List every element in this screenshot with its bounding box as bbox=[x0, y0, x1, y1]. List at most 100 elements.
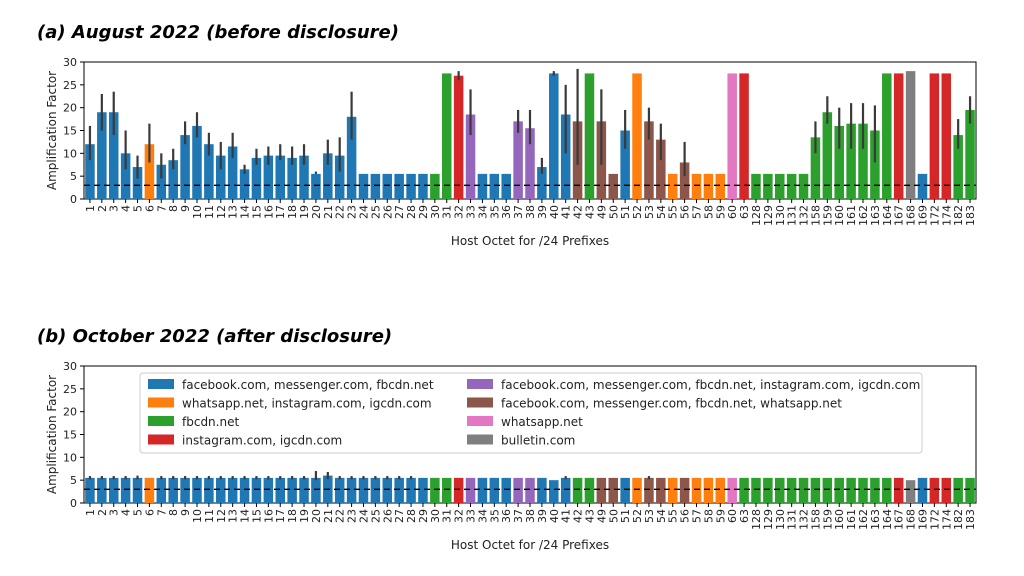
x-tick-label: 40 bbox=[548, 509, 561, 523]
x-tick-label: 34 bbox=[476, 205, 489, 219]
x-tick-label: 4 bbox=[120, 205, 133, 212]
legend-swatch bbox=[467, 434, 493, 445]
bar bbox=[608, 173, 619, 199]
x-tick-label: 56 bbox=[679, 205, 692, 219]
legend-label: facebook.com, messenger.com, fbcdn.net bbox=[182, 378, 434, 392]
bar bbox=[941, 73, 952, 199]
panel-a-title: (a) August 2022 (before disclosure) bbox=[37, 22, 399, 43]
bar bbox=[251, 477, 262, 503]
bar bbox=[810, 137, 821, 199]
bar bbox=[430, 173, 440, 199]
x-tick-label: 6 bbox=[143, 205, 156, 212]
bar bbox=[513, 477, 523, 503]
x-tick-label: 174 bbox=[940, 509, 953, 530]
x-tick-label: 36 bbox=[500, 205, 513, 219]
bar bbox=[834, 125, 844, 199]
x-tick-label: 40 bbox=[548, 205, 561, 219]
bar bbox=[870, 130, 880, 199]
x-tick-label: 21 bbox=[322, 205, 335, 219]
bar bbox=[703, 477, 714, 503]
x-tick-label: 51 bbox=[619, 509, 632, 523]
bar bbox=[739, 477, 749, 503]
x-tick-label: 39 bbox=[536, 205, 549, 219]
y-tick-label: 20 bbox=[63, 102, 77, 115]
bar bbox=[810, 477, 821, 503]
x-tick-label: 167 bbox=[893, 205, 906, 226]
bar bbox=[632, 477, 642, 503]
bar bbox=[192, 125, 202, 199]
x-tick-label: 58 bbox=[702, 509, 715, 523]
bar bbox=[239, 477, 250, 503]
bar bbox=[763, 173, 773, 199]
bar bbox=[822, 112, 833, 199]
bar bbox=[917, 173, 928, 199]
bar bbox=[334, 155, 345, 199]
bar bbox=[715, 477, 726, 503]
x-tick-label: 164 bbox=[881, 205, 894, 226]
x-tick-label: 32 bbox=[453, 509, 466, 523]
x-tick-label: 128 bbox=[750, 205, 763, 226]
x-tick-label: 22 bbox=[334, 205, 347, 219]
bar bbox=[418, 173, 428, 199]
bar bbox=[132, 477, 143, 503]
x-tick-label: 18 bbox=[286, 205, 299, 219]
legend-label: whatsapp.net bbox=[501, 415, 583, 429]
y-tick-label: 5 bbox=[70, 170, 77, 183]
x-tick-label: 12 bbox=[215, 205, 228, 219]
bar bbox=[513, 121, 523, 199]
bar bbox=[644, 477, 654, 503]
x-tick-label: 7 bbox=[155, 205, 168, 212]
x-tick-label: 161 bbox=[845, 509, 858, 530]
bar bbox=[846, 477, 856, 503]
x-tick-label: 162 bbox=[857, 205, 870, 226]
x-tick-label: 183 bbox=[964, 509, 977, 530]
bar bbox=[786, 173, 797, 199]
x-tick-label: 57 bbox=[691, 509, 704, 523]
bar bbox=[751, 477, 761, 503]
x-tick-label: 162 bbox=[857, 509, 870, 530]
x-tick-label: 13 bbox=[227, 205, 240, 219]
x-tick-label: 23 bbox=[346, 509, 359, 523]
x-tick-label: 52 bbox=[631, 509, 644, 523]
x-tick-label: 28 bbox=[405, 205, 418, 219]
bar bbox=[263, 477, 274, 503]
x-tick-label: 27 bbox=[393, 509, 406, 523]
x-tick-label: 11 bbox=[203, 509, 216, 523]
x-tick-label: 37 bbox=[512, 205, 525, 219]
y-tick-label: 15 bbox=[63, 125, 77, 138]
bar bbox=[85, 477, 95, 503]
bar bbox=[644, 121, 654, 199]
x-tick-label: 54 bbox=[655, 509, 668, 523]
bar bbox=[144, 477, 155, 503]
bar bbox=[751, 173, 761, 199]
x-tick-label: 30 bbox=[429, 205, 442, 219]
x-tick-label: 56 bbox=[679, 509, 692, 523]
x-tick-label: 13 bbox=[227, 509, 240, 523]
bar bbox=[180, 477, 190, 503]
legend-label: facebook.com, messenger.com, fbcdn.net, … bbox=[501, 378, 920, 392]
bar bbox=[97, 112, 107, 199]
bar bbox=[299, 477, 309, 503]
bar bbox=[953, 477, 963, 503]
x-tick-label: 169 bbox=[916, 509, 929, 530]
bar bbox=[560, 477, 571, 503]
bar bbox=[204, 144, 214, 199]
x-tick-label: 131 bbox=[786, 509, 799, 530]
bar bbox=[584, 477, 595, 503]
bar bbox=[465, 114, 476, 199]
bar bbox=[489, 477, 500, 503]
y-tick-label: 25 bbox=[63, 383, 77, 396]
x-tick-label: 41 bbox=[560, 509, 573, 523]
bar bbox=[287, 157, 297, 199]
x-tick-label: 23 bbox=[346, 205, 359, 219]
bar bbox=[584, 73, 595, 199]
x-tick-label: 26 bbox=[381, 205, 394, 219]
x-tick-label: 169 bbox=[916, 205, 929, 226]
x-tick-label: 38 bbox=[524, 205, 537, 219]
x-tick-label: 159 bbox=[821, 509, 834, 530]
bar bbox=[893, 477, 904, 503]
bar bbox=[679, 162, 690, 199]
x-tick-label: 31 bbox=[441, 509, 454, 523]
x-tick-label: 2 bbox=[96, 205, 109, 212]
